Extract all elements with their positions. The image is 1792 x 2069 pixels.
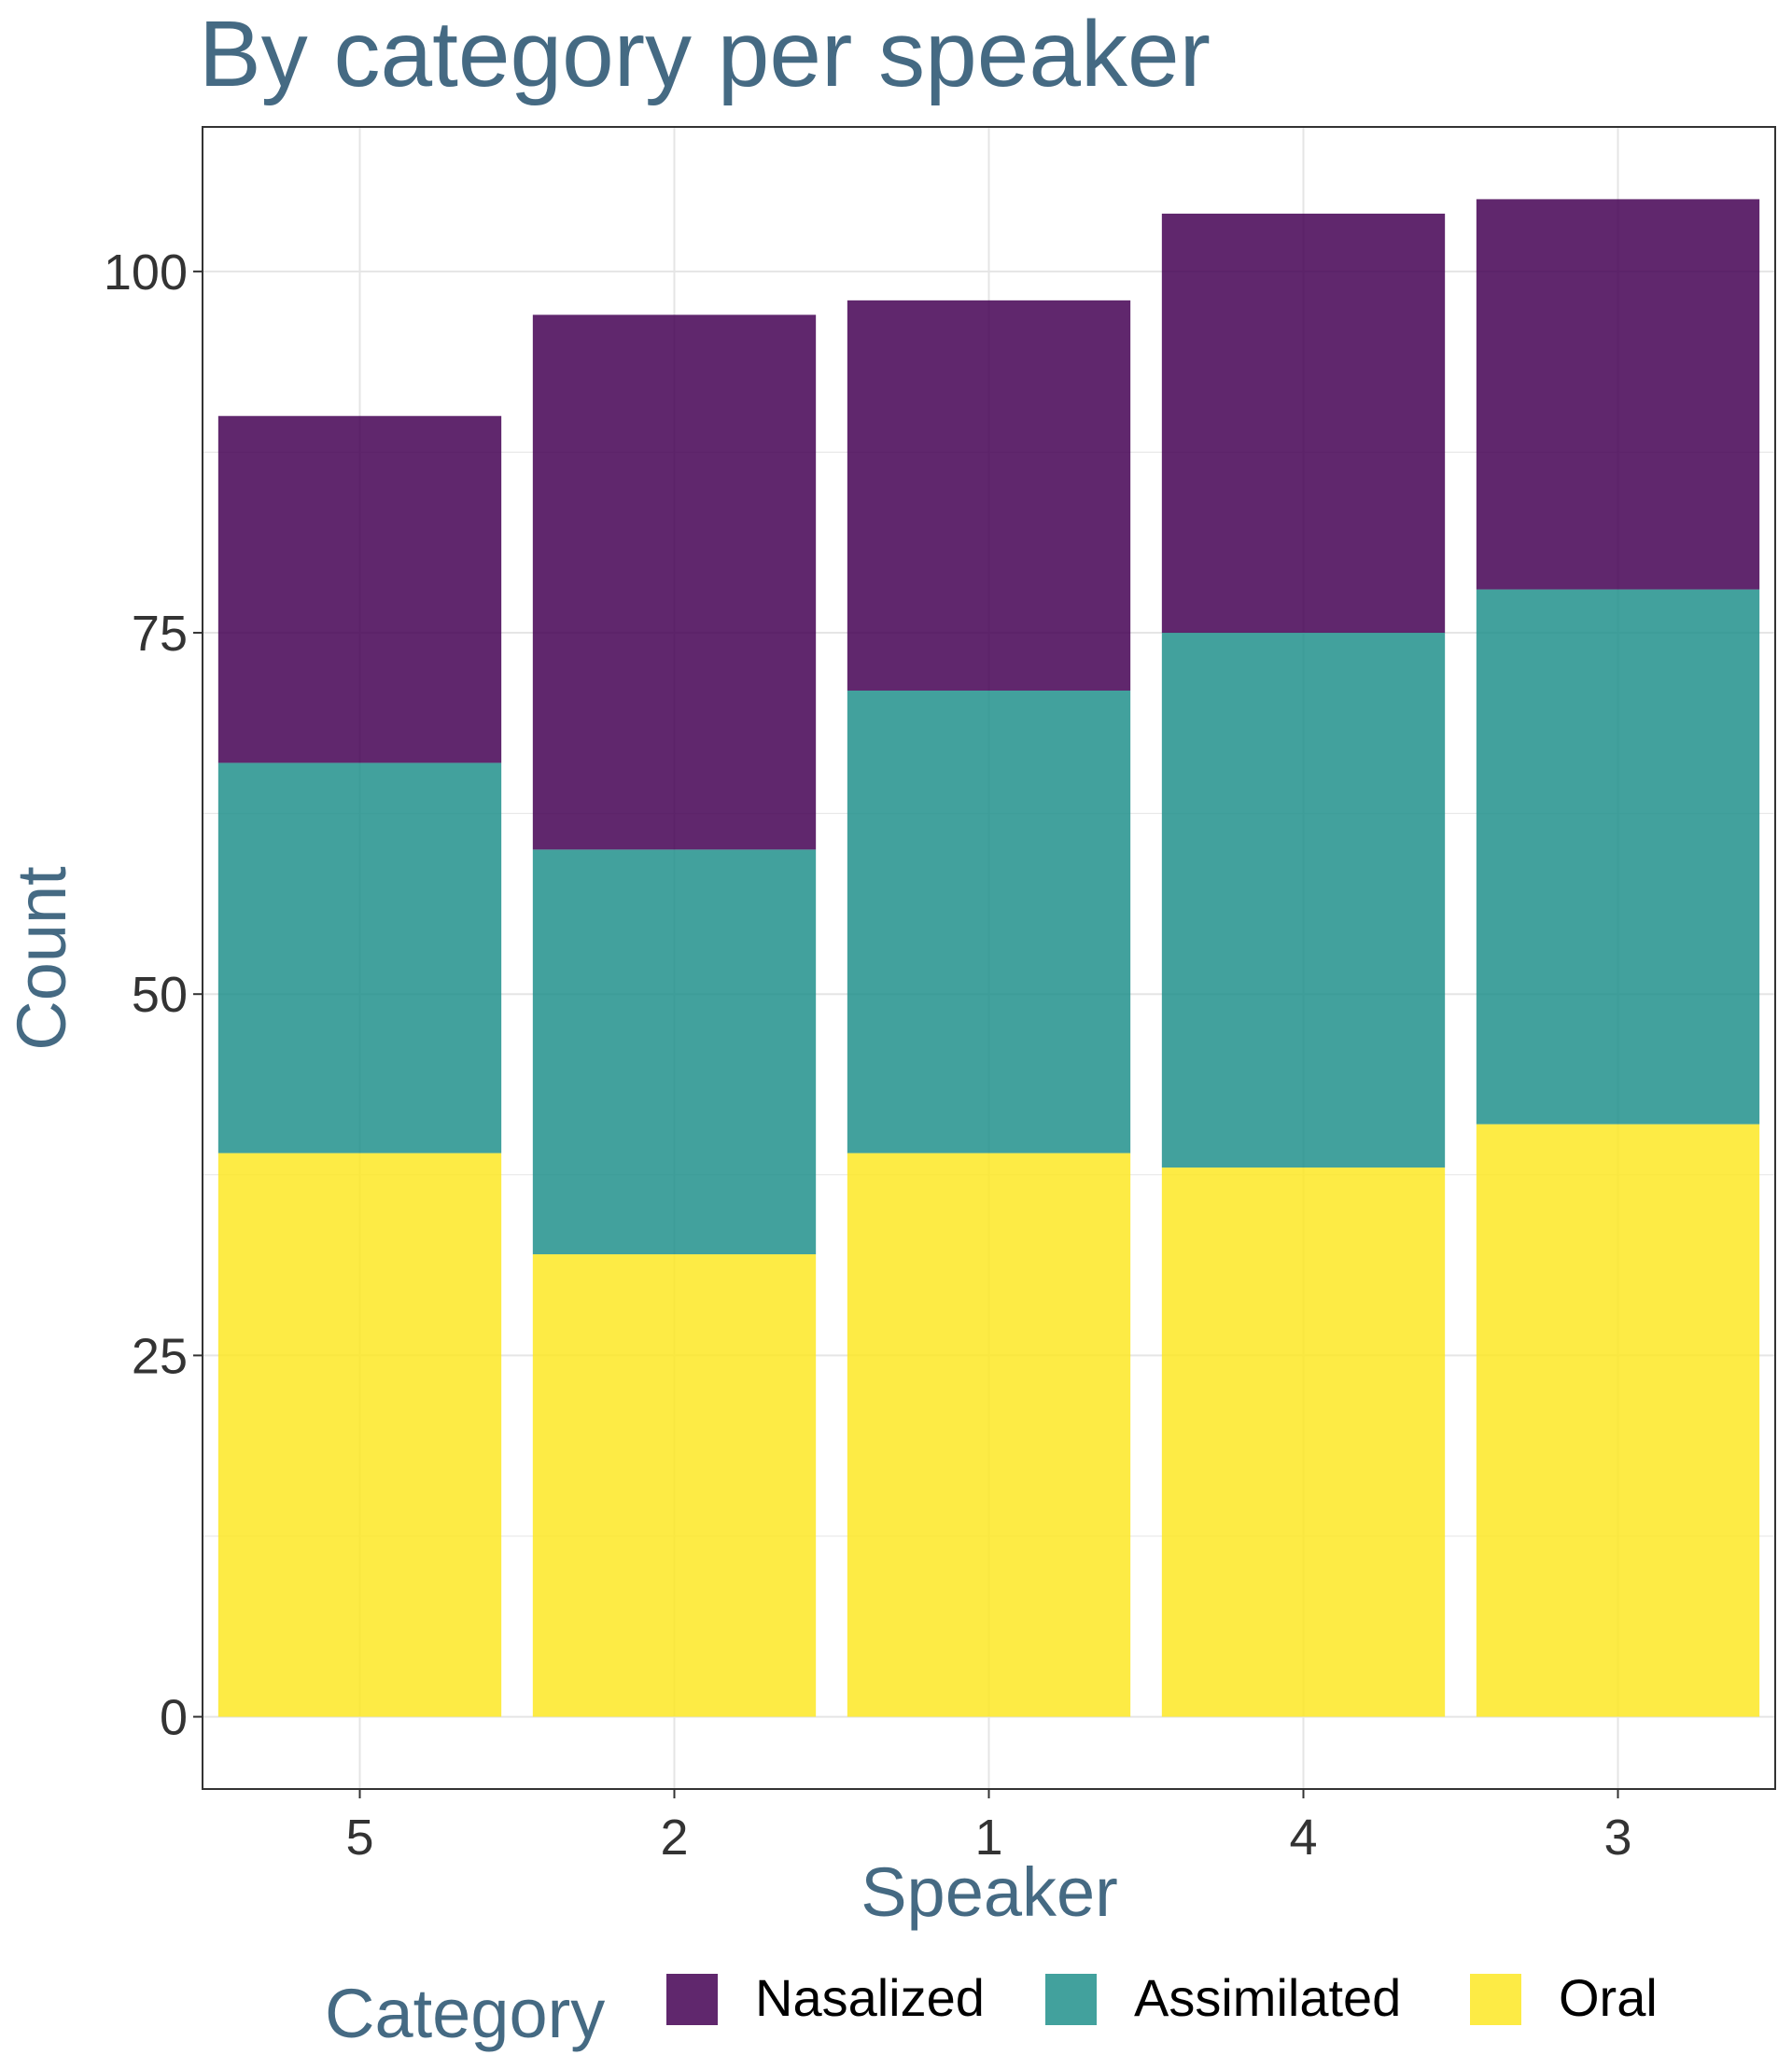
y-tick-label: 25	[132, 1328, 188, 1384]
chart-title: By category per speaker	[199, 2, 1211, 106]
legend-title: Category	[325, 1975, 605, 2052]
bar-oral-speaker-4	[1161, 1167, 1446, 1717]
bar-nasalized-speaker-2	[532, 315, 817, 850]
bar-assimilated-speaker-4	[1161, 633, 1446, 1168]
bar-oral-speaker-1	[847, 1153, 1131, 1717]
bar-oral-speaker-2	[532, 1253, 817, 1717]
y-tick-label: 100	[104, 245, 188, 301]
y-tick-label: 75	[132, 606, 188, 662]
bar-oral-speaker-5	[217, 1153, 502, 1717]
y-tick-label: 50	[132, 967, 188, 1023]
legend-key-nasalized	[666, 1974, 718, 2025]
x-tick-label: 5	[345, 1810, 373, 1866]
bar-nasalized-speaker-5	[217, 415, 502, 763]
bar-nasalized-speaker-4	[1161, 213, 1446, 634]
bar-assimilated-speaker-3	[1476, 589, 1760, 1125]
y-tick-label: 0	[160, 1690, 188, 1746]
y-axis-title: Count	[3, 866, 80, 1051]
bar-assimilated-speaker-2	[532, 849, 817, 1254]
legend-items: Nasalized Assimilated Oral	[666, 1968, 1658, 2027]
x-tick-label: 4	[1289, 1810, 1317, 1866]
bar-nasalized-speaker-1	[847, 300, 1131, 691]
bar-assimilated-speaker-5	[217, 762, 502, 1153]
x-tick-label: 2	[660, 1810, 688, 1866]
bar-oral-speaker-3	[1476, 1124, 1760, 1717]
legend-key-assimilated	[1045, 1974, 1097, 2025]
legend-label-oral: Oral	[1559, 1968, 1658, 2027]
x-tick-label: 1	[974, 1810, 1002, 1866]
y-axis: 0 25 50 75 100	[104, 245, 203, 1746]
x-axis: 5 2 1 4 3	[345, 1789, 1632, 1866]
x-tick-label: 3	[1603, 1810, 1631, 1866]
bar-nasalized-speaker-3	[1476, 199, 1760, 590]
bar-assimilated-speaker-1	[847, 690, 1131, 1153]
legend-key-oral	[1470, 1974, 1521, 2025]
legend: Category Nasalized Assimilated Oral	[325, 1968, 1658, 2052]
x-axis-title: Speaker	[861, 1853, 1118, 1931]
legend-label-nasalized: Nasalized	[755, 1968, 985, 2027]
legend-label-assimilated: Assimilated	[1134, 1968, 1401, 2027]
bars	[217, 199, 1760, 1717]
